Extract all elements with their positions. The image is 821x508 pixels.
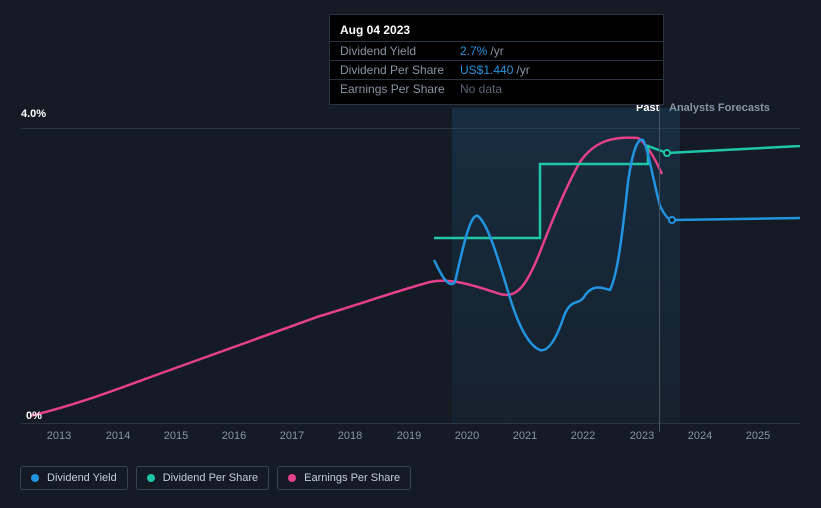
legend-item-eps[interactable]: Earnings Per Share bbox=[277, 466, 411, 490]
plot-area[interactable]: Past Analysts Forecasts 0% bbox=[20, 108, 800, 424]
legend-item-yield[interactable]: Dividend Yield bbox=[20, 466, 128, 490]
earnings-line bbox=[30, 138, 662, 416]
chart-tooltip: Aug 04 2023 Dividend Yield 2.7% /yr Divi… bbox=[329, 14, 664, 105]
x-tick: 2020 bbox=[455, 430, 479, 442]
legend-label: Earnings Per Share bbox=[304, 472, 400, 484]
tooltip-value: US$1.440 bbox=[460, 63, 513, 77]
dps-marker bbox=[663, 149, 671, 157]
x-tick: 2024 bbox=[688, 430, 712, 442]
tooltip-label: Dividend Yield bbox=[340, 44, 460, 58]
tooltip-date: Aug 04 2023 bbox=[330, 21, 663, 41]
dps-line bbox=[434, 146, 800, 238]
legend-label: Dividend Per Share bbox=[163, 472, 258, 484]
legend-label: Dividend Yield bbox=[47, 472, 117, 484]
tooltip-suffix: /yr bbox=[516, 63, 529, 77]
x-tick: 2021 bbox=[513, 430, 537, 442]
tooltip-row: Dividend Yield 2.7% /yr bbox=[330, 41, 663, 60]
tooltip-label: Dividend Per Share bbox=[340, 63, 460, 77]
tooltip-row: Earnings Per Share No data bbox=[330, 79, 663, 98]
legend-dot-icon bbox=[288, 474, 296, 482]
yield-marker bbox=[668, 216, 676, 224]
legend-dot-icon bbox=[147, 474, 155, 482]
x-tick: 2013 bbox=[47, 430, 71, 442]
x-tick: 2015 bbox=[164, 430, 188, 442]
y-axis-min: 0% bbox=[26, 410, 42, 422]
x-tick: 2023 bbox=[630, 430, 654, 442]
dividend-chart: Aug 04 2023 Dividend Yield 2.7% /yr Divi… bbox=[0, 0, 821, 508]
yield-line bbox=[434, 140, 800, 350]
chart-svg bbox=[20, 108, 800, 424]
x-tick: 2018 bbox=[338, 430, 362, 442]
legend-dot-icon bbox=[31, 474, 39, 482]
tooltip-value: 2.7% bbox=[460, 44, 487, 58]
x-tick: 2017 bbox=[280, 430, 304, 442]
tooltip-label: Earnings Per Share bbox=[340, 82, 460, 96]
x-tick: 2025 bbox=[746, 430, 770, 442]
legend: Dividend Yield Dividend Per Share Earnin… bbox=[20, 466, 411, 490]
x-tick: 2019 bbox=[397, 430, 421, 442]
cursor-line bbox=[659, 100, 660, 432]
x-axis: 2013 2014 2015 2016 2017 2018 2019 2020 2021 2022… bbox=[20, 430, 800, 446]
tooltip-row: Dividend Per Share US$1.440 /yr bbox=[330, 60, 663, 79]
x-tick: 2014 bbox=[106, 430, 130, 442]
x-tick: 2022 bbox=[571, 430, 595, 442]
legend-item-dps[interactable]: Dividend Per Share bbox=[136, 466, 269, 490]
tooltip-value: No data bbox=[460, 82, 502, 96]
x-tick: 2016 bbox=[222, 430, 246, 442]
tooltip-suffix: /yr bbox=[490, 44, 503, 58]
